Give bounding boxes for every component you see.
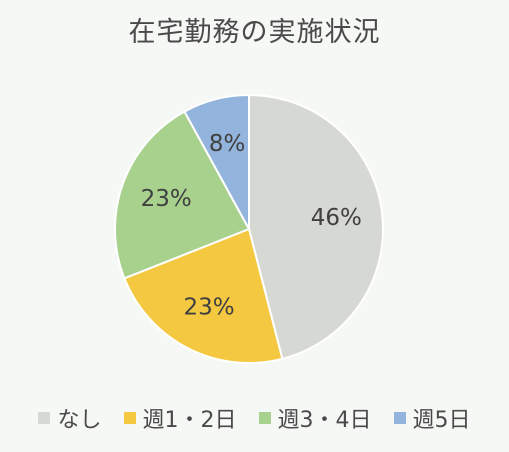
slice-data-label-2: 23% [141,186,192,212]
legend-label-1: 週1・2日 [142,408,237,433]
legend-swatch-2 [258,412,271,424]
pie-slice-0 [248,93,384,361]
legend-label-0: なし [57,408,102,433]
legend-item-3: 週5日 [393,402,471,434]
chart-legend: なし 週1・2日 週3・4日 週5日 [0,402,509,434]
legend-swatch-0 [38,412,51,424]
slice-data-label-3: 8% [209,131,246,157]
legend-label-2: 週3・4日 [277,408,372,433]
pie-slice-2 [114,110,251,280]
pie-chart: 46% 23% 23% 8% [114,93,384,364]
pie-slice-3 [183,93,250,230]
legend-item-0: なし [38,402,102,434]
slice-data-label-0: 46% [311,205,362,231]
legend-swatch-1 [123,412,136,424]
legend-label-3: 週5日 [412,408,471,433]
legend-item-1: 週1・2日 [123,402,237,434]
slice-data-label-1: 23% [183,294,234,320]
legend-item-2: 週3・4日 [258,402,372,434]
chart-title: 在宅勤務の実施状況 [128,17,381,48]
pie-slice-1 [123,227,284,364]
legend-swatch-3 [393,412,406,424]
